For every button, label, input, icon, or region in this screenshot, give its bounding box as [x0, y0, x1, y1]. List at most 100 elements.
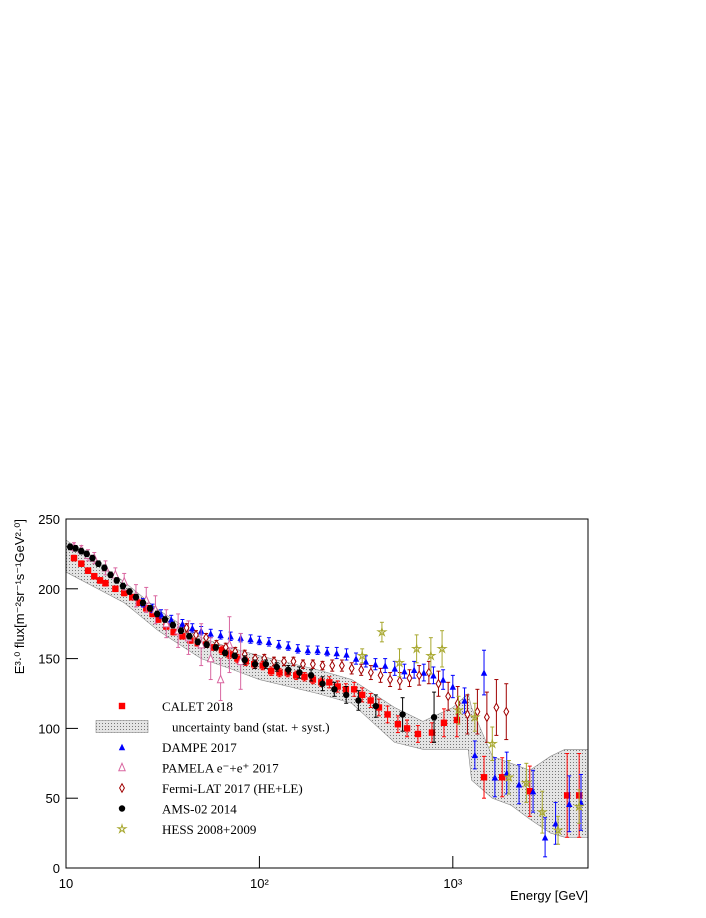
data-point	[102, 580, 109, 587]
legend-marker	[118, 743, 126, 751]
data-point	[464, 709, 471, 720]
data-point	[469, 711, 481, 723]
data-point	[403, 725, 411, 732]
data-point	[376, 626, 388, 637]
data-point	[343, 651, 350, 658]
data-point	[420, 669, 428, 676]
legend-label: PAMELA e⁻+e⁺ 2017	[162, 761, 279, 776]
data-point	[529, 788, 537, 795]
data-point	[177, 627, 185, 634]
data-point	[520, 776, 533, 788]
data-point	[430, 672, 437, 679]
data-point	[471, 751, 479, 759]
data-point	[319, 680, 326, 687]
legend-label: DAMPE 2017	[162, 740, 237, 755]
data-point	[440, 719, 448, 727]
x-axis-title: Energy [GeV]	[510, 888, 588, 903]
data-point	[439, 676, 447, 683]
x-tick-label: 10	[59, 876, 73, 891]
data-point	[515, 781, 523, 788]
data-point	[498, 774, 506, 781]
data-point	[293, 672, 300, 679]
data-point	[300, 658, 306, 670]
data-point	[323, 648, 331, 655]
data-point	[338, 660, 345, 671]
data-point	[358, 691, 366, 699]
data-point	[218, 647, 226, 654]
data-point	[227, 633, 234, 640]
data-point	[552, 824, 564, 836]
data-point	[231, 652, 238, 660]
data-point	[241, 656, 248, 664]
data-point	[331, 686, 338, 693]
data-point	[89, 554, 96, 562]
legend-label: CALET 2018	[162, 699, 233, 714]
data-point	[414, 730, 422, 738]
legend-marker	[119, 782, 125, 794]
data-point	[189, 624, 196, 632]
data-point	[416, 670, 423, 681]
legend-marker	[118, 762, 126, 772]
data-point	[247, 635, 254, 643]
y-axis-title: E³·⁰ flux[m⁻²sr⁻¹s⁻¹GeV²·⁰]	[12, 519, 27, 674]
data-point	[352, 655, 360, 662]
data-point	[410, 642, 423, 654]
data-point	[375, 704, 383, 711]
data-point	[309, 658, 316, 670]
data-point	[362, 658, 370, 665]
data-point	[356, 649, 368, 661]
data-point	[136, 599, 143, 606]
data-point	[483, 712, 490, 723]
data-point	[153, 610, 161, 618]
data-point	[276, 669, 283, 676]
data-point	[129, 593, 136, 601]
data-point	[394, 721, 402, 728]
data-point	[262, 660, 270, 668]
data-point	[66, 543, 74, 551]
data-point	[348, 663, 355, 674]
data-point	[162, 618, 171, 628]
data-point	[101, 564, 108, 572]
data-point	[552, 820, 559, 827]
data-point	[435, 678, 442, 689]
data-point	[296, 669, 303, 676]
data-point	[170, 628, 177, 636]
legend-swatch	[95, 720, 149, 733]
data-point	[194, 638, 201, 646]
data-point	[72, 545, 79, 552]
data-point	[221, 649, 229, 657]
data-point	[319, 660, 326, 671]
data-point	[265, 638, 273, 646]
data-point	[326, 679, 333, 686]
data-point	[452, 704, 465, 716]
data-point	[217, 631, 224, 639]
data-point	[342, 691, 350, 699]
data-point	[112, 585, 119, 592]
data-point	[372, 702, 380, 710]
data-point	[132, 593, 140, 601]
data-point	[161, 616, 169, 623]
y-tick-label: 250	[38, 512, 60, 527]
data-point	[169, 621, 177, 629]
legend-label: Fermi-LAT 2017 (HE+LE)	[162, 781, 303, 796]
data-point	[126, 588, 133, 595]
data-point	[387, 674, 394, 685]
x-tick-label: 10²	[250, 876, 269, 891]
data-point	[285, 666, 292, 673]
legend-label: AMS-02 2014	[162, 802, 237, 817]
data-point	[294, 645, 302, 653]
data-point	[256, 637, 263, 644]
y-tick-label: 100	[38, 721, 60, 736]
data-point	[96, 577, 104, 584]
data-point	[381, 662, 389, 669]
data-point	[78, 560, 85, 567]
data-point	[372, 660, 379, 668]
data-point	[350, 686, 358, 693]
data-point	[183, 622, 190, 634]
data-point	[121, 589, 128, 597]
data-point	[251, 660, 259, 668]
data-point	[301, 673, 308, 680]
data-point	[146, 605, 154, 612]
data-point	[491, 774, 499, 781]
data-point	[290, 656, 297, 667]
